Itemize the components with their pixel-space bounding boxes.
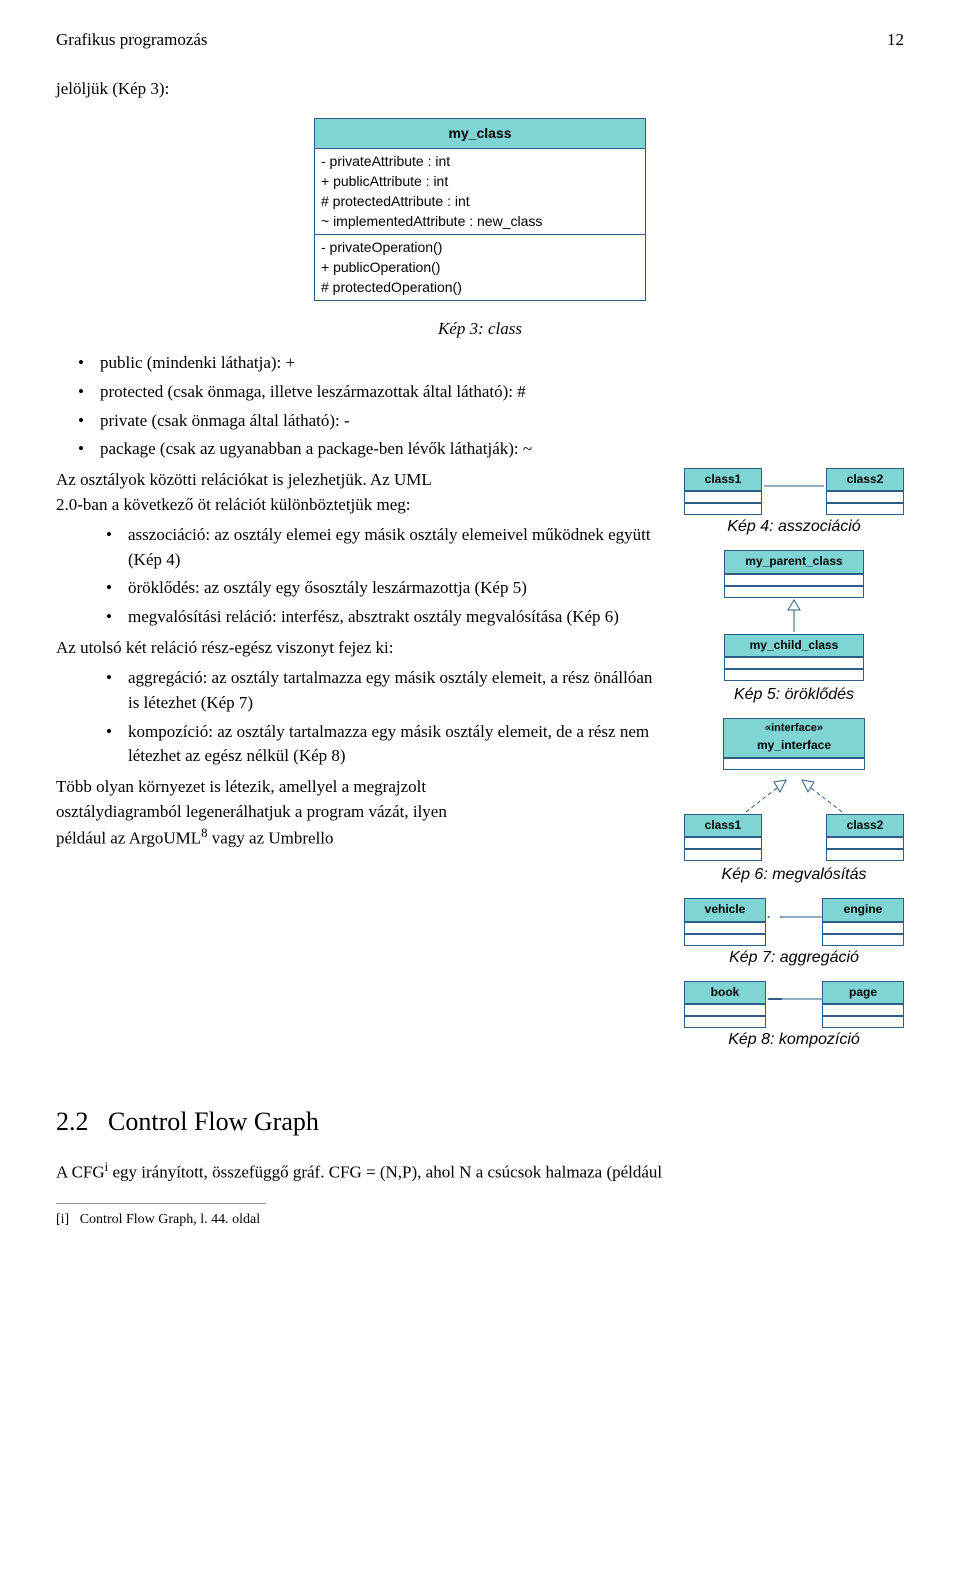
- class-box: class1: [684, 814, 762, 837]
- section-heading: 2.2 Control Flow Graph: [56, 1103, 904, 1141]
- class-compartment: [684, 1016, 766, 1028]
- section-body: A CFGi egy irányított, összefüggő gráf. …: [56, 1158, 904, 1185]
- header-left: Grafikus programozás: [56, 28, 208, 53]
- stereotype: «interface»: [724, 721, 864, 737]
- list-item: public (mindenki láthatja): +: [100, 351, 904, 376]
- class-box: my_parent_class: [724, 550, 864, 573]
- page-header: Grafikus programozás 12: [56, 28, 904, 53]
- class-compartment: [724, 657, 864, 669]
- list-item: kompozíció: az osztály tartalmazza egy m…: [128, 720, 666, 769]
- class-box: class2: [826, 468, 904, 491]
- class-compartment: [684, 503, 762, 515]
- intro-line: jelöljük (Kép 3):: [56, 77, 904, 102]
- fig-caption: Kép 7: aggregáció: [684, 946, 904, 969]
- class-compartment: [822, 1016, 904, 1028]
- uml-attr: # protectedAttribute : int: [321, 191, 639, 211]
- class-compartment: [826, 491, 904, 503]
- footnote-marker: [i]: [56, 1212, 69, 1227]
- uml-class-box: my_class - privateAttribute : int + publ…: [314, 118, 646, 300]
- class-box: my_child_class: [724, 634, 864, 657]
- inheritance-arrow: [684, 598, 904, 634]
- para-line: Több olyan környezet is létezik, amellye…: [56, 775, 666, 800]
- list-item: öröklődés: az osztály egy ősosztály lesz…: [128, 576, 666, 601]
- uml-caption: Kép 3: class: [56, 317, 904, 342]
- realization-arrows: [684, 770, 904, 814]
- class-compartment: [822, 1004, 904, 1016]
- para-line: Az osztályok közötti relációkat is jelez…: [56, 468, 666, 493]
- relations-list-2: aggregáció: az osztály tartalmazza egy m…: [56, 666, 666, 769]
- class-compartment: [826, 503, 904, 515]
- list-item: protected (csak önmaga, illetve leszárma…: [100, 380, 904, 405]
- uml-attr: - privateAttribute : int: [321, 151, 639, 171]
- para-line: osztálydiagramból legenerálhatjuk a prog…: [56, 800, 666, 825]
- class-compartment: [724, 574, 864, 586]
- visibility-list: public (mindenki láthatja): + protected …: [56, 351, 904, 462]
- uml-attr: + publicAttribute : int: [321, 171, 639, 191]
- fig-inheritance: my_parent_class my_child_class Kép 5: ör…: [684, 550, 904, 706]
- class-compartment: [724, 586, 864, 598]
- para-frag: vagy az Umbrello: [207, 829, 333, 848]
- fig-realization: «interface» my_interface class1 class2: [684, 718, 904, 886]
- class-compartment: [826, 837, 904, 849]
- uml-ops: - privateOperation() + publicOperation()…: [315, 235, 645, 300]
- header-pageno: 12: [887, 28, 904, 53]
- class-box: engine: [822, 898, 904, 921]
- fig-caption: Kép 4: asszociáció: [684, 515, 904, 538]
- footnote: [i] Control Flow Graph, l. 44. oldal: [56, 1203, 266, 1230]
- uml-op: - privateOperation(): [321, 237, 639, 257]
- body-frag: egy irányított, összefüggő gráf. CFG = (…: [108, 1163, 662, 1182]
- list-item: aggregáció: az osztály tartalmazza egy m…: [128, 666, 666, 715]
- uml-class-title: my_class: [315, 119, 645, 148]
- class-compartment: [684, 934, 766, 946]
- uml-attr: ~ implementedAttribute : new_class: [321, 211, 639, 231]
- section-number: 2.2: [56, 1107, 89, 1136]
- class-compartment: [724, 669, 864, 681]
- list-item: asszociáció: az osztály elemei egy másik…: [128, 523, 666, 572]
- uml-op: + publicOperation(): [321, 257, 639, 277]
- class-compartment: [826, 849, 904, 861]
- fig-composition: book page Kép 8: kompozíció: [684, 981, 904, 1052]
- fig-aggregation: vehicle engine Kép 7: aggregáció: [684, 898, 904, 969]
- class-compartment: [684, 837, 762, 849]
- class-box: vehicle: [684, 898, 766, 921]
- class-compartment: [684, 922, 766, 934]
- para-frag: például az ArgoUML: [56, 829, 201, 848]
- fig-caption: Kép 5: öröklődés: [684, 683, 904, 706]
- body-frag: A CFG: [56, 1163, 105, 1182]
- para-line: Az utolsó két reláció rész-egész viszony…: [56, 636, 666, 661]
- class-compartment: [684, 491, 762, 503]
- class-compartment: [684, 849, 762, 861]
- fig-caption: Kép 8: kompozíció: [684, 1028, 904, 1051]
- uml-attrs: - privateAttribute : int + publicAttribu…: [315, 149, 645, 235]
- class-compartment: [723, 758, 865, 770]
- class-box: page: [822, 981, 904, 1004]
- para-line: például az ArgoUML8 vagy az Umbrello: [56, 824, 666, 851]
- class-compartment: [684, 1004, 766, 1016]
- fig-caption: Kép 6: megvalósítás: [684, 863, 904, 886]
- class-box: class1: [684, 468, 762, 491]
- footnote-text: Control Flow Graph, l. 44. oldal: [80, 1212, 260, 1227]
- class-compartment: [822, 922, 904, 934]
- class-box: book: [684, 981, 766, 1004]
- list-item: private (csak önmaga által látható): -: [100, 409, 904, 434]
- interface-name: my_interface: [724, 737, 864, 754]
- list-item: package (csak az ugyanabban a package-be…: [100, 437, 904, 462]
- class-compartment: [822, 934, 904, 946]
- list-item: megvalósítási reláció: interfész, absztr…: [128, 605, 666, 630]
- class-box: class2: [826, 814, 904, 837]
- fig-association: class1 class2 Kép 4: asszociáció: [684, 468, 904, 539]
- uml-op: # protectedOperation(): [321, 277, 639, 297]
- section-title: Control Flow Graph: [108, 1107, 319, 1136]
- para-line: 2.0-ban a következő öt relációt különböz…: [56, 493, 666, 518]
- relations-list-1: asszociáció: az osztály elemei egy másik…: [56, 523, 666, 630]
